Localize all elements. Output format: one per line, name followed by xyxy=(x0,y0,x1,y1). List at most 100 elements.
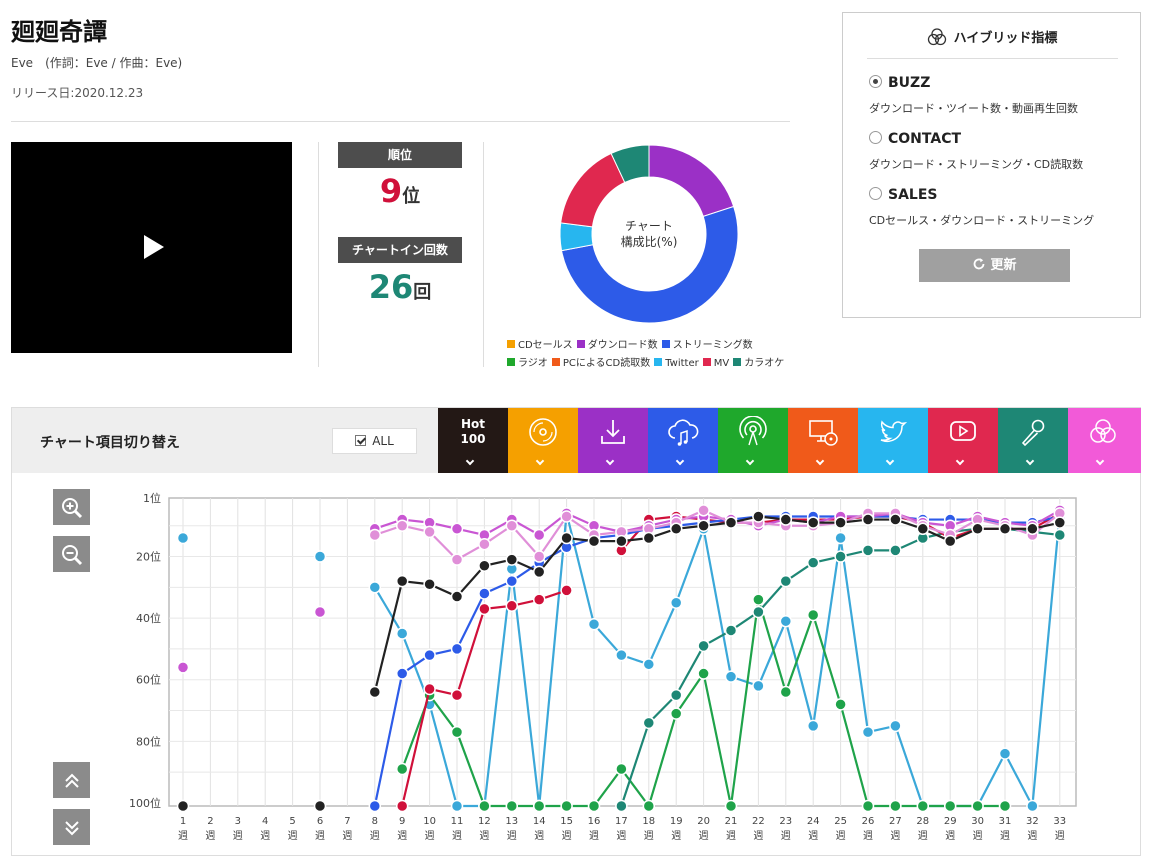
refresh-label: 更新 xyxy=(990,258,1017,273)
play-screen-icon xyxy=(950,421,976,441)
legend-swatch xyxy=(661,340,670,348)
chart-in-count-label: チャートイン回数 xyxy=(338,237,462,263)
hot100-label: Hot 100 xyxy=(438,417,508,447)
legend-label: ダウンロード数 xyxy=(587,340,658,351)
rank-number: 9 xyxy=(379,172,403,210)
header-divider xyxy=(11,121,790,122)
radio-buzz-desc: ダウンロード・ツイート数・動画再生回数 xyxy=(869,102,1078,115)
hot100-line2: 100 xyxy=(460,432,486,446)
scroll-bottom-button[interactable] xyxy=(53,809,90,845)
chevron-down-icon xyxy=(885,456,895,466)
donut-slice-4 xyxy=(610,144,650,184)
hybrid-title: ハイブリッド指標 xyxy=(843,27,1140,46)
chart-panel: チャート項目切り替え ALL Hot 100 xyxy=(11,407,1141,856)
tab-hot100[interactable]: Hot 100 xyxy=(438,408,508,473)
check-icon xyxy=(355,435,367,446)
legend-swatch xyxy=(576,340,585,348)
artist-credit: Eve (作詞：Eve / 作曲：Eve) xyxy=(11,56,183,70)
all-toggle-button[interactable]: ALL xyxy=(332,428,417,454)
radio-sales-button[interactable] xyxy=(869,187,882,200)
radio-buzz-button[interactable] xyxy=(869,75,882,88)
radio-contact[interactable]: CONTACT xyxy=(869,131,961,147)
download-icon xyxy=(601,420,625,444)
tab-twitter[interactable] xyxy=(858,408,928,473)
legend-item-row1-1: ダウンロード数 xyxy=(576,340,658,351)
donut-center-label: チャート 構成比(%) xyxy=(589,218,709,250)
count-unit: 回 xyxy=(413,282,432,303)
legend-swatch xyxy=(507,340,515,348)
legend-item-row2-0: ラジオ xyxy=(507,358,548,369)
donut-legend-row1: CDセールス ダウンロード数 ストリーミング数 xyxy=(507,336,757,351)
zoom-out-icon xyxy=(62,545,83,566)
chevron-down-icon xyxy=(1095,456,1105,466)
tab-cd-sales[interactable] xyxy=(508,408,578,473)
legend-item-row1-2: ストリーミング数 xyxy=(661,340,753,351)
hybrid-title-text: ハイブリッド指標 xyxy=(953,31,1058,46)
legend-label: CDセールス xyxy=(518,340,573,351)
tab-hybrid[interactable] xyxy=(1068,408,1141,473)
legend-item-row1-0: CDセールス xyxy=(507,340,573,351)
tab-radio[interactable] xyxy=(718,408,788,473)
chevron-down-icon xyxy=(675,456,685,466)
legend-swatch xyxy=(702,358,711,366)
radio-contact-desc: ダウンロード・ストリーミング・CD読取数 xyxy=(869,158,1084,171)
radio-contact-label: CONTACT xyxy=(888,131,962,147)
legend-swatch xyxy=(507,358,515,366)
chevron-down-icon xyxy=(535,456,545,466)
legend-label: ストリーミング数 xyxy=(672,340,753,351)
tab-mv[interactable] xyxy=(928,408,998,473)
radio-sales-desc: CDセールス・ダウンロード・ストリーミング xyxy=(869,214,1095,227)
video-player[interactable] xyxy=(11,142,292,353)
tab-pc-cd-read[interactable] xyxy=(788,408,858,473)
donut-slice-0 xyxy=(648,144,735,218)
microphone-icon xyxy=(1021,419,1045,447)
chart-in-count-value: 26回 xyxy=(338,268,462,306)
all-label: ALL xyxy=(372,434,394,448)
tab-karaoke[interactable] xyxy=(998,408,1068,473)
zoom-in-button[interactable] xyxy=(53,489,90,525)
tab-streaming[interactable] xyxy=(648,408,718,473)
hybrid-index-panel: ハイブリッド指標 BUZZ ダウンロード・ツイート数・動画再生回数 CONTAC… xyxy=(842,12,1141,318)
donut-legend-row2: ラジオ PCによるCD読取数 Twitter MV カラオケ xyxy=(507,354,788,369)
rank-unit: 位 xyxy=(402,186,421,207)
donut-center-line1: チャート xyxy=(625,219,673,233)
chevron-down-icon xyxy=(745,456,755,466)
legend-label: カラオケ xyxy=(744,358,785,369)
hybrid-circles-icon xyxy=(927,28,946,46)
legend-label: PCによるCD読取数 xyxy=(562,358,651,369)
legend-item-row2-3: MV xyxy=(702,358,730,369)
legend-swatch xyxy=(733,358,742,366)
pc-cd-icon xyxy=(809,420,838,446)
rank-label: 順位 xyxy=(338,142,462,168)
chevron-down-icon xyxy=(465,456,475,466)
radio-contact-button[interactable] xyxy=(869,131,882,144)
play-icon[interactable] xyxy=(144,235,164,259)
hybrid-divider xyxy=(867,58,1118,59)
cloud-music-icon xyxy=(668,419,699,446)
zoom-in-icon xyxy=(62,498,83,519)
double-chevron-up-icon xyxy=(65,773,79,788)
radio-sales[interactable]: SALES xyxy=(869,187,938,203)
chart-panel-header: チャート項目切り替え ALL xyxy=(12,408,438,473)
release-date: リリース日:2020.12.23 xyxy=(11,86,144,100)
zoom-out-button[interactable] xyxy=(53,536,90,572)
double-chevron-down-icon xyxy=(65,821,79,836)
radio-broadcast-icon xyxy=(739,416,767,446)
legend-swatch xyxy=(551,358,560,366)
radio-buzz[interactable]: BUZZ xyxy=(869,75,930,91)
legend-label: MV xyxy=(713,358,730,369)
cd-icon xyxy=(529,418,557,446)
chart-switch-title: チャート項目切り替え xyxy=(40,435,180,451)
song-title: 廻廻奇譚 xyxy=(11,18,107,46)
refresh-button[interactable]: 更新 xyxy=(919,249,1070,282)
radio-sales-label: SALES xyxy=(888,187,938,203)
refresh-icon xyxy=(974,258,985,270)
scroll-top-button[interactable] xyxy=(53,762,90,798)
chevron-down-icon xyxy=(815,456,825,466)
tab-download[interactable] xyxy=(578,408,648,473)
hot100-line1: Hot xyxy=(460,417,486,431)
divider-2 xyxy=(483,142,484,367)
count-number: 26 xyxy=(368,268,414,306)
legend-label: ラジオ xyxy=(518,358,548,369)
legend-item-row2-2: Twitter xyxy=(654,358,699,369)
